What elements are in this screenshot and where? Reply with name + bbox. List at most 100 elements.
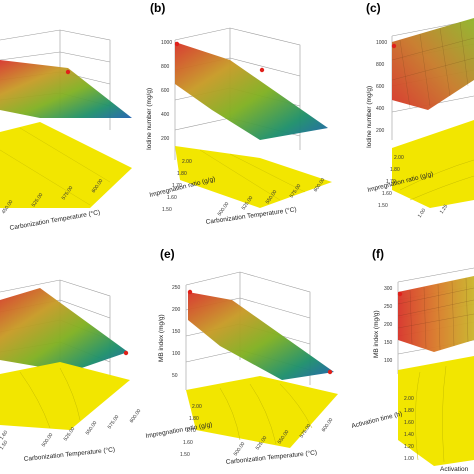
b-zticks-label-4: 200 — [161, 136, 170, 142]
panel-c-letter: (c) — [366, 1, 381, 15]
panel-d-design-point — [123, 350, 129, 356]
c-zticks-label-4: 200 — [376, 128, 385, 134]
b-zticks-label-3: 400 — [161, 112, 170, 118]
d-xticks-label-3: 575.00 — [107, 414, 121, 430]
c-yticks-label-1: 1.60 — [382, 191, 392, 197]
panel-c-y-ticks: 1.50 1.60 1.70 1.80 2.00 — [378, 155, 404, 209]
panel-f-ylabel: Activation time (h) — [351, 411, 403, 430]
panel-e-design-point-2 — [327, 369, 333, 375]
panel-a-contour-floor — [0, 122, 132, 208]
panel-b-letter: (b) — [150, 1, 165, 15]
panel-a-xlabel: Carbonization Temperature (°C) — [9, 208, 101, 232]
b-zticks-label-1: 800 — [161, 64, 170, 70]
panel-c-contour-floor — [392, 120, 474, 208]
f-zticks-label-0: 300 — [384, 286, 393, 292]
c-zticks-label-1: 800 — [376, 62, 385, 68]
panel-e-floor-contours — [219, 383, 313, 445]
panel-d-floor-contours — [19, 367, 81, 429]
panel-f-contour-floor — [398, 356, 474, 466]
panel-e-surface — [188, 292, 334, 380]
e-yticks-label-2: 1.70 — [186, 428, 196, 434]
d-xticks-label-4: 600.00 — [129, 408, 143, 424]
panel-b-design-point-1 — [174, 41, 180, 47]
f-yticks-label-0: 1.00 — [404, 456, 414, 462]
panel-b-zlabel: Iodine number (mg/g) — [146, 88, 153, 150]
e-yticks-label-3: 1.80 — [189, 416, 199, 422]
panel-d: 1.601.50 500.00 525.00 550.00 575.00 600.00 … — [0, 279, 143, 463]
panel-f-surface — [398, 276, 474, 352]
c-zticks-label-3: 400 — [376, 106, 385, 112]
panel-b-z-ticks: 1000 800 600 400 200 — [161, 40, 172, 142]
b-yticks-label-2: 1.70 — [172, 183, 182, 189]
f-zticks-label-1: 250 — [384, 304, 393, 310]
panel-b-floor-grid — [199, 149, 306, 201]
panel-e-y-ticks: 1.50 1.60 1.70 1.80 2.00 — [180, 404, 202, 458]
panel-d-xlabel: Carbonization Temperature (°C) — [23, 445, 115, 463]
b-zticks-label-0: 1000 — [161, 40, 172, 46]
c-yticks-label-3: 1.80 — [390, 167, 400, 173]
d-yticks-label-1: 1.50 — [0, 440, 9, 452]
c-xticks-label-1: 1.25 — [439, 204, 450, 216]
d-yticks-label-0: 1.60 — [0, 430, 9, 442]
panel-f-surface-mesh — [397, 277, 474, 351]
panel-a-design-point — [65, 69, 71, 75]
e-zticks-label-2: 150 — [172, 329, 181, 335]
f-yticks-label-1: 1.20 — [404, 444, 414, 450]
d-xticks-label-2: 550.00 — [85, 420, 99, 436]
panel-c-surface-mesh — [391, 21, 474, 109]
panel-b-surface — [175, 42, 328, 140]
panel-b-y-ticks: 1.50 1.60 1.70 1.80 2.00 — [162, 159, 192, 213]
panel-f-letter: (f) — [372, 247, 384, 261]
c-zticks-label-2: 600 — [376, 84, 385, 90]
panel-f-xlabel: Activation — [440, 466, 469, 473]
e-xticks-label-0: 500.00 — [233, 441, 247, 457]
panel-c: (c) 1000 800 600 400 200 1.50 1.60 1.70 1.80 2.0… — [366, 1, 474, 219]
panel-b: (b) 1000 800 600 400 200 1.50 1.60 1.70 1.80 2.0… — [146, 1, 332, 226]
panel-d-surface — [0, 288, 128, 372]
f-yticks-label-5: 2.00 — [404, 396, 414, 402]
f-zticks-label-3: 150 — [384, 340, 393, 346]
panel-e-letter: (e) — [160, 247, 175, 261]
e-yticks-label-1: 1.60 — [183, 440, 193, 446]
f-yticks-label-4: 1.80 — [404, 408, 414, 414]
panel-d-y-ticks: 1.601.50 — [0, 430, 9, 452]
b-xticks-label-0: 500.00 — [217, 201, 231, 217]
panel-c-design-point — [391, 43, 397, 49]
panel-f-design-point — [397, 291, 403, 297]
e-yticks-label-4: 2.00 — [192, 404, 202, 410]
panel-c-surface — [392, 18, 474, 110]
panel-f-zlabel: MB index (mg/g) — [373, 310, 380, 358]
d-xticks-label-0: 500.00 — [41, 432, 55, 448]
panel-f-floor-contours — [415, 365, 447, 463]
panel-a-surface — [0, 60, 132, 118]
panel-e-z-ticks: 250 200 150 100 50 — [172, 285, 181, 379]
panel-c-x-ticks: 1.00 1.25 — [417, 204, 450, 220]
e-yticks-label-0: 1.50 — [180, 452, 190, 458]
b-zticks-label-2: 600 — [161, 88, 170, 94]
e-xticks-label-4: 600.00 — [321, 417, 335, 433]
c-zticks-label-0: 1000 — [376, 40, 387, 46]
e-zticks-label-0: 250 — [172, 285, 181, 291]
c-yticks-label-2: 1.70 — [386, 179, 396, 185]
panel-e-contour-floor — [186, 376, 338, 448]
panel-f-z-ticks: 300 250 200 150 100 — [384, 286, 393, 364]
c-yticks-label-0: 1.50 — [378, 203, 388, 209]
panel-e-design-point-1 — [187, 289, 193, 295]
b-yticks-label-4: 2.00 — [182, 159, 192, 165]
panel-e-zlabel: MB index (mg/g) — [158, 314, 165, 362]
panel-f-y-ticks: 1.00 1.20 1.40 1.60 1.80 2.00 — [404, 396, 414, 462]
e-zticks-label-1: 200 — [172, 307, 181, 313]
e-zticks-label-3: 100 — [172, 351, 181, 357]
e-zticks-label-4: 50 — [172, 373, 178, 379]
panel-a-floor-grid — [0, 127, 111, 206]
f-yticks-label-3: 1.60 — [404, 420, 414, 426]
panel-b-design-point-2 — [259, 67, 265, 73]
b-yticks-label-0: 1.50 — [162, 207, 172, 213]
panel-d-contour-floor — [0, 362, 130, 430]
b-yticks-label-3: 1.80 — [177, 171, 187, 177]
panel-a: 450.00 525.00 575.00 600.00 Carbonization T… — [0, 29, 132, 232]
c-xticks-label-0: 1.00 — [417, 208, 428, 220]
f-yticks-label-2: 1.40 — [404, 432, 414, 438]
